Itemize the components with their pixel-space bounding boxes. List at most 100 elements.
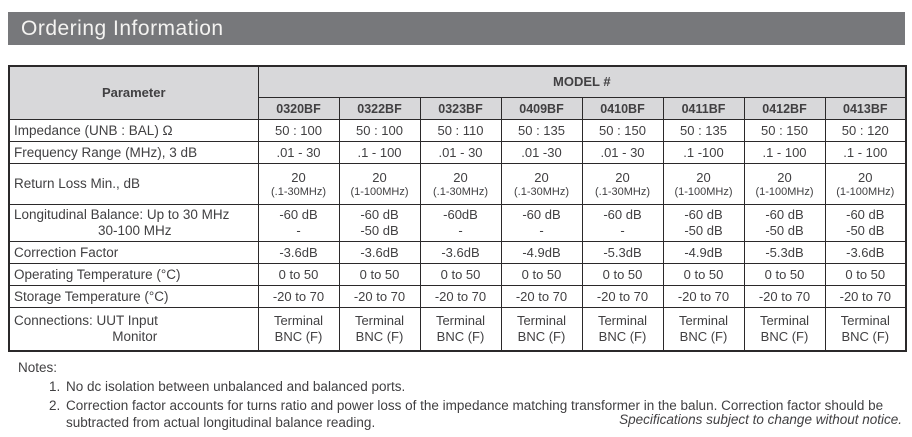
value-line: 0 to 50 [278,266,319,282]
value-line: -60 dB [360,207,399,222]
note-item: Correction factor accounts for turns rat… [64,397,886,431]
value-cell: 0 to 50 [338,263,421,286]
value-line: 20 [777,169,792,185]
table-row-longitudinal: Longitudinal Balance: Up to 30 MHz 30-100… [8,204,907,242]
value-line: .1 - 100 [843,144,888,160]
value-cell: 0 to 50 [257,263,340,286]
value-cell: 20 (1-100MHz) [743,163,826,205]
table-row-connections: Connections: UUT Input Monitor Terminal BNC… [8,307,907,352]
value-cell: .1 - 100 [743,141,826,164]
parameter-label-line: Frequency Range (MHz), 3 dB [14,144,198,160]
notes-section: Notes: No dc isolation between unbalance… [8,359,904,431]
value-line: -50 dB [684,223,723,238]
value-cell: -20 to 70 [500,285,583,308]
parameter-label: Frequency Range (MHz), 3 dB [8,141,259,164]
value-line: 20 [534,169,549,185]
table-row-operating-temperature: Operating Temperature (°C) 0 to 50 0 to 50… [8,263,907,286]
value-line: .1 - 100 [762,144,807,160]
value-cell: -3.6dB [257,241,340,264]
value-line: 20 [615,169,630,185]
value-line: -3.6dB [846,244,885,260]
value-line: -20 to 70 [596,288,649,304]
model-column-header: 0323BF [419,97,502,120]
value-line: -5.3dB [603,244,642,260]
parameter-label-line: Monitor [112,329,158,344]
parameter-label: Connections: UUT Input Monitor [8,307,259,352]
value-cell: .1 - 100 [824,141,907,164]
value-line: 0 to 50 [764,266,805,282]
value-cell: -60 dB - [500,204,583,242]
value-line: (.1-30MHz) [270,185,326,198]
value-line: 50 : 135 [518,122,565,138]
parameter-label: Longitudinal Balance: Up to 30 MHz 30-100… [8,204,259,242]
value-line: BNC (F) [355,329,404,344]
parameter-label-line: Longitudinal Balance: Up to 30 MHz [14,207,230,222]
value-cell: -20 to 70 [824,285,907,308]
value-cell: .01 - 30 [581,141,664,164]
table-row-return-loss: Return Loss Min., dB 20 (.1-30MHz) 20 (1-100… [8,163,907,205]
value-cell: 50 : 150 [581,119,664,142]
value-line: BNC (F) [841,329,890,344]
value-line: (.1-30MHz) [513,185,569,198]
value-cell: 20 (.1-30MHz) [257,163,340,205]
value-line: (.1-30MHz) [594,185,650,198]
value-line: 20 [858,169,873,185]
value-cell: -60dB - [419,204,502,242]
value-cell: 50 : 100 [257,119,340,142]
model-header-row: 0320BF 0322BF 0323BF 0409BF 0410BF 0411BF 0412… [9,97,907,120]
parameter-label-line: Impedance (UNB : BAL) Ω [14,122,173,138]
note-item: No dc isolation between unbalanced and b… [64,378,886,395]
value-cell: 50 : 120 [824,119,907,142]
value-line: -3.6dB [279,244,318,260]
value-cell: -5.3dB [581,241,664,264]
value-line: - [458,223,463,238]
value-line: -60 dB [684,207,723,222]
value-cell: 20 (1-100MHz) [338,163,421,205]
model-group-header-row: Parameter MODEL # [8,65,907,120]
parameter-label-line: 30-100 MHz [97,223,172,238]
value-line: 0 to 50 [440,266,481,282]
value-line: 50 : 110 [437,122,484,138]
value-cell: -20 to 70 [419,285,502,308]
value-line: Terminal [354,313,405,328]
value-cell: 50 : 110 [419,119,502,142]
table-row-storage-temperature: Storage Temperature (°C) -20 to 70 -20 to … [8,285,907,308]
value-cell: Terminal BNC (F) [419,307,502,352]
value-line: -50 dB [360,223,399,238]
value-cell: Terminal BNC (F) [257,307,340,352]
value-line: BNC (F) [598,329,647,344]
model-column-header: 0413BF [824,97,907,120]
value-line: BNC (F) [517,329,566,344]
value-line: (1-100MHz) [755,185,814,198]
section-title: Ordering Information [21,16,224,40]
value-line: BNC (F) [679,329,728,344]
value-line: 20 [453,169,468,185]
value-cell: -20 to 70 [743,285,826,308]
value-cell: .1 -100 [662,141,745,164]
value-cell: -60 dB -50 dB [743,204,826,242]
notes-heading: Notes: [18,360,58,375]
model-column-header: 0409BF [500,97,583,120]
value-cell: -20 to 70 [662,285,745,308]
table-row-frequency-range: Frequency Range (MHz), 3 dB .01 - 30 .1 - … [8,141,907,164]
value-cell: -3.6dB [419,241,502,264]
value-line: 0 to 50 [359,266,400,282]
value-cell: -20 to 70 [257,285,340,308]
value-line: 50 : 100 [275,122,322,138]
disclaimer: Specifications subject to change without… [619,412,902,427]
value-line: -3.6dB [441,244,480,260]
value-cell: 20 (1-100MHz) [824,163,907,205]
value-cell: -20 to 70 [581,285,664,308]
model-column-header: 0322BF [338,97,421,120]
ordering-information-table: Parameter MODEL # 0320BF 0322BF 0323BF 0409… [8,65,908,352]
value-line: .01 - 30 [600,144,645,160]
value-line: BNC (F) [436,329,485,344]
value-cell: 50 : 135 [662,119,745,142]
value-line: .1 -100 [683,144,724,160]
value-cell: .01 -30 [500,141,583,164]
value-line: BNC (F) [760,329,809,344]
value-line: 0 to 50 [521,266,562,282]
value-line: BNC (F) [274,329,323,344]
value-cell: .01 - 30 [257,141,340,164]
